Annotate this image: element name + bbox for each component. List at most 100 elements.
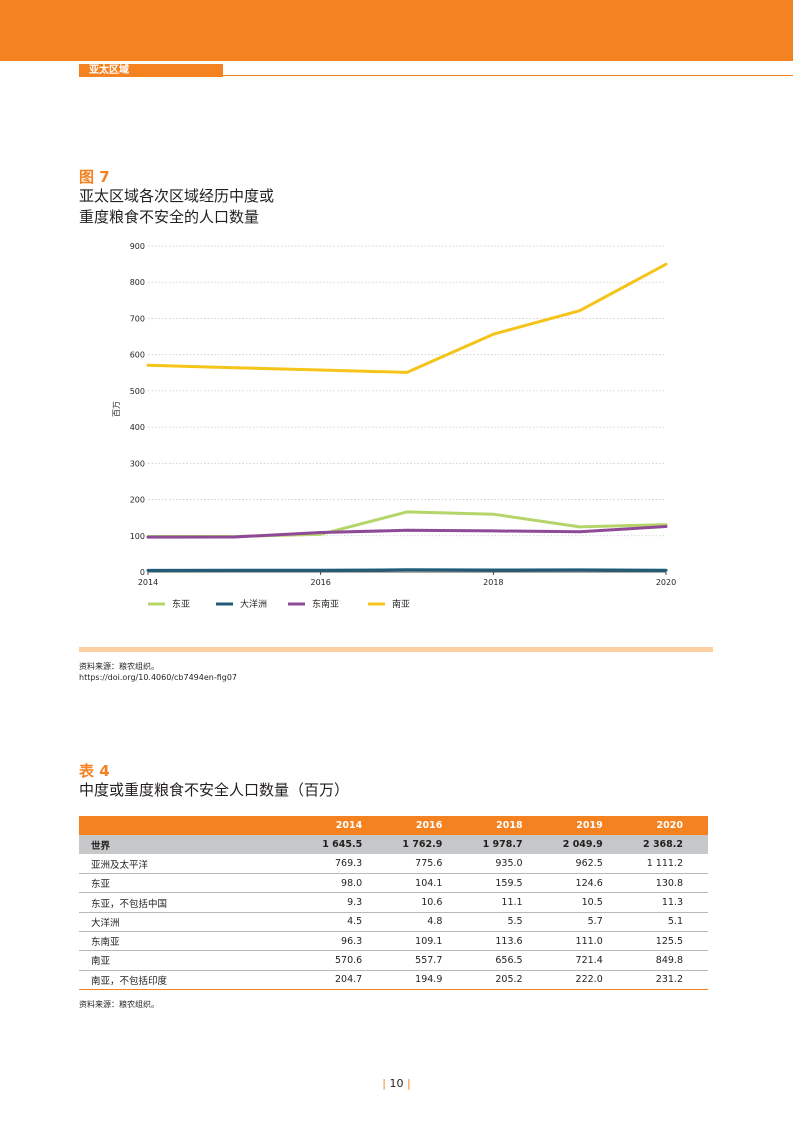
table-cell: 570.6 [307, 950, 388, 971]
table-cell: 5.5 [467, 912, 548, 932]
table-cell: 9.3 [307, 892, 388, 913]
table-cell: 222.0 [547, 970, 628, 990]
table-header-cell: 2018 [467, 816, 548, 835]
y-tick-label: 0 [140, 568, 145, 577]
table-cell: 4.8 [387, 912, 468, 932]
table-cell: 98.0 [307, 873, 388, 894]
row-label: 亚洲及太平洋 [79, 854, 307, 875]
table-row: 世界 1 645.5 1 762.9 1 978.7 2 049.9 2 368… [79, 835, 708, 855]
table-cell: 125.5 [627, 931, 708, 952]
table-cell: 5.1 [627, 912, 708, 932]
table-cell: 1 111.2 [627, 854, 708, 875]
table-cell: 11.1 [467, 892, 548, 913]
table-cell: 775.6 [387, 854, 468, 875]
table-row: 大洋洲 4.5 4.8 5.5 5.7 5.1 [79, 912, 708, 932]
table-row: 亚洲及太平洋 769.3 775.6 935.0 962.5 1 111.2 [79, 854, 708, 875]
y-tick-label: 300 [130, 459, 145, 468]
table-label: 表 4 [79, 762, 110, 780]
table-title: 中度或重度粮食不安全人口数量（百万） [79, 781, 350, 799]
y-tick-label: 400 [130, 423, 145, 432]
section-rule [79, 75, 793, 76]
table-cell: 113.6 [467, 931, 548, 952]
table-cell: 557.7 [387, 950, 468, 971]
table-cell: 104.1 [387, 873, 468, 894]
table-cell: 194.9 [387, 970, 468, 990]
row-label: 世界 [79, 835, 307, 855]
series-line-东南亚 [146, 525, 668, 539]
y-axis-label: 百万 [112, 401, 121, 417]
y-tick-label: 700 [130, 314, 145, 323]
table-cell: 10.5 [547, 892, 628, 913]
table-header-row: 2014 2016 2018 2019 2020 [79, 816, 708, 835]
table-cell: 849.8 [627, 950, 708, 971]
table-cell: 1 978.7 [467, 835, 548, 855]
table-cell: 11.3 [627, 892, 708, 913]
table-row: 东亚，不包括中国 9.3 10.6 11.1 10.5 11.3 [79, 892, 708, 913]
table-cell: 5.7 [547, 912, 628, 932]
table-cell: 124.6 [547, 873, 628, 894]
table-header-cell: 2019 [547, 816, 628, 835]
row-label: 东南亚 [79, 931, 307, 952]
legend-label: 东亚 [172, 598, 190, 610]
table-cell: 204.7 [307, 970, 388, 990]
section-tab: 亚太区域 [79, 64, 223, 77]
table-cell: 231.2 [627, 970, 708, 990]
table-cell: 159.5 [467, 873, 548, 894]
table-cell: 109.1 [387, 931, 468, 952]
figure-title-line2: 重度粮食不安全的人口数量 [79, 208, 260, 226]
header-band [0, 0, 793, 61]
table-header-cell: 2014 [307, 816, 388, 835]
x-tick-label: 2018 [483, 578, 503, 587]
table-source: 资料来源：粮农组织。 [79, 1000, 159, 1009]
legend-label: 南亚 [392, 598, 410, 610]
figure-title-line1: 亚太区域各次区域经历中度或 [79, 187, 275, 205]
series-line-南亚 [146, 262, 668, 374]
y-tick-label: 500 [130, 387, 145, 396]
line-chart: 0 100 200 300 400 500 600 700 800 900 2014 2016 2018… [112, 242, 676, 610]
figure-source: 资料来源：粮农组织。 [79, 662, 159, 671]
row-label: 南亚 [79, 950, 307, 971]
page-number-value: 10 [389, 1077, 404, 1090]
table-header-cell [79, 816, 307, 835]
figure-divider [79, 647, 713, 652]
y-tick-label: 100 [130, 532, 145, 541]
table-cell: 111.0 [547, 931, 628, 952]
figure-label: 图 7 [79, 168, 110, 186]
y-tick-label: 800 [130, 278, 145, 287]
table-row: 南亚 570.6 557.7 656.5 721.4 849.8 [79, 950, 708, 971]
table-cell: 205.2 [467, 970, 548, 990]
section-label: 亚太区域 [89, 65, 129, 76]
table-cell: 4.5 [307, 912, 388, 932]
table-cell: 962.5 [547, 854, 628, 875]
row-label: 东亚，不包括中国 [79, 892, 307, 913]
table-cell: 96.3 [307, 931, 388, 952]
table-cell: 10.6 [387, 892, 468, 913]
legend-label: 东南亚 [312, 598, 339, 610]
x-tick-label: 2020 [656, 578, 676, 587]
table-cell: 721.4 [547, 950, 628, 971]
figure-doi-link[interactable]: https://doi.org/10.4060/cb7494en-fig07 [79, 673, 238, 682]
table-cell: 769.3 [307, 854, 388, 875]
page-number: | 10 | [382, 1077, 411, 1090]
x-tick-label: 2014 [138, 578, 158, 587]
legend-label: 大洋洲 [240, 598, 267, 610]
series-line-东亚 [146, 510, 668, 538]
table-row: 东南亚 96.3 109.1 113.6 111.0 125.5 [79, 931, 708, 952]
figure-title: 亚太区域各次区域经历中度或 重度粮食不安全的人口数量 [79, 186, 379, 228]
table-cell: 656.5 [467, 950, 548, 971]
x-tick-label: 2016 [310, 578, 330, 587]
table-header-cell: 2016 [387, 816, 468, 835]
table-cell: 2 368.2 [627, 835, 708, 855]
table-cell: 2 049.9 [547, 835, 628, 855]
table-row: 东亚 98.0 104.1 159.5 124.6 130.8 [79, 873, 708, 894]
y-tick-label: 900 [130, 242, 145, 251]
table-cell: 130.8 [627, 873, 708, 894]
data-table: 2014 2016 2018 2019 2020 世界 1 645.5 1 76… [79, 816, 708, 990]
y-tick-label: 200 [130, 496, 145, 505]
table-cell: 935.0 [467, 854, 548, 875]
series-line-大洋洲 [146, 568, 668, 572]
table-cell: 1 762.9 [387, 835, 468, 855]
row-label: 大洋洲 [79, 912, 307, 932]
row-label: 东亚 [79, 873, 307, 894]
row-label: 南亚，不包括印度 [79, 970, 307, 990]
